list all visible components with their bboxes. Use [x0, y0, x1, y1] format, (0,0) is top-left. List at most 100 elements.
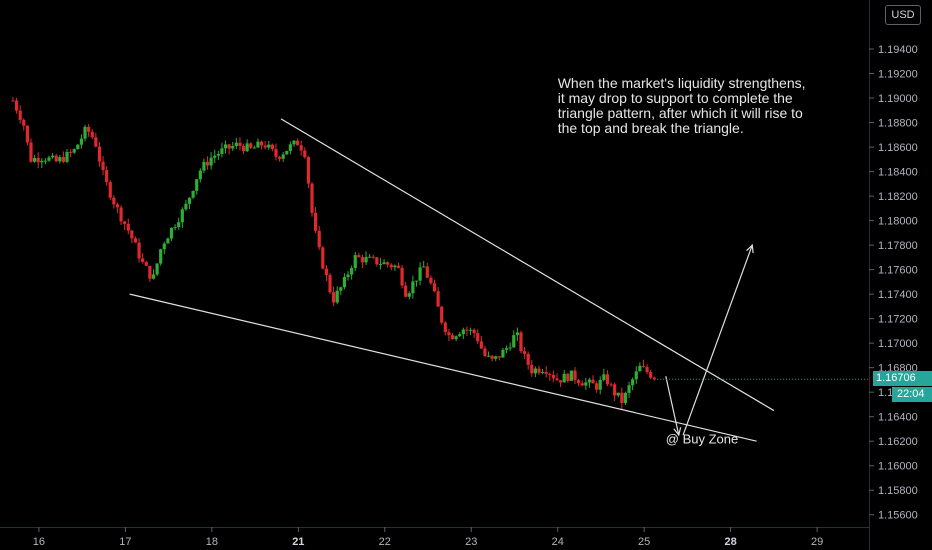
candle-body [310, 183, 314, 213]
candle-body [263, 145, 267, 148]
candle-body [119, 207, 123, 222]
candle-body [393, 265, 397, 268]
candle-body [238, 142, 242, 146]
candle-body [101, 161, 105, 171]
candle-body [584, 382, 588, 386]
candle-body [443, 322, 447, 333]
candle-body [360, 257, 365, 263]
candle-body [123, 221, 127, 224]
annotation-line: triangle pattern, after which it will ri… [558, 105, 803, 121]
candle-body [346, 274, 350, 278]
candle-body [389, 264, 393, 268]
candle-body [72, 149, 76, 153]
candle-body [533, 368, 537, 374]
price-tick-label: 1.17000 [878, 338, 918, 350]
candle-body [411, 281, 415, 294]
candle-body [43, 160, 47, 162]
candle-body [404, 285, 408, 297]
candle-body [285, 150, 289, 155]
candle-body [382, 262, 386, 265]
candle-body [97, 146, 102, 162]
candle-body [609, 384, 613, 386]
candle-body [472, 329, 476, 334]
candle-body [216, 154, 220, 156]
candle-body [295, 140, 300, 146]
candle-body [634, 371, 638, 380]
candle-body [180, 209, 184, 223]
candle-body [652, 377, 656, 380]
candle-body [321, 247, 325, 269]
candle-body [558, 380, 563, 383]
candle-body [213, 155, 217, 158]
candle-body [162, 243, 166, 250]
candle-body [504, 348, 509, 350]
price-tick-label: 1.18400 [878, 167, 918, 179]
currency-button[interactable]: USD [885, 5, 921, 25]
candle-body [548, 373, 552, 375]
candle-body [332, 292, 336, 303]
drawings-group [129, 118, 869, 442]
candle-body [461, 329, 465, 335]
candle-body [14, 100, 19, 111]
price-tick-label: 1.15800 [878, 485, 918, 497]
candle-body [569, 370, 574, 381]
candle-body [649, 372, 653, 378]
price-tick-label: 1.17400 [878, 289, 918, 301]
candle-body [623, 392, 628, 403]
candle-body [396, 265, 401, 268]
candle-body [425, 266, 429, 278]
candle-body [508, 347, 512, 349]
time-tick-label: 24 [552, 536, 564, 548]
candle-body [595, 383, 599, 390]
candle-body [241, 145, 246, 152]
candle-body [105, 170, 109, 183]
candle-body [537, 368, 541, 373]
candle-body [155, 263, 159, 275]
candle-body [11, 100, 15, 102]
time-tick-label: 22 [379, 536, 391, 548]
trendline [280, 118, 775, 412]
candle-body [303, 150, 307, 158]
candle-body [51, 155, 55, 158]
price-tick-label: 1.16400 [878, 412, 918, 424]
candle-body [540, 372, 545, 374]
candle-body [407, 293, 411, 297]
candle-body [144, 261, 148, 266]
candle-body [598, 379, 602, 390]
price-axis[interactable]: 1.19400 1.19200 1.19000 1.18800 1.18600 1.184… [869, 44, 918, 522]
price-tick-label: 1.18200 [878, 191, 918, 203]
candle-body [616, 392, 620, 396]
candle-body [432, 283, 437, 292]
time-axis[interactable]: 16 17 18 21 22 23 24 25 28 29 [33, 527, 823, 548]
candle-body [281, 154, 285, 159]
candle-body [522, 351, 527, 354]
candle-body [87, 126, 91, 132]
candle-body [22, 119, 26, 126]
candle-body [486, 355, 491, 357]
candle-body [577, 380, 581, 384]
candle-body [259, 141, 264, 146]
candle-body [79, 138, 84, 145]
candle-body [177, 222, 181, 228]
candle-body [220, 148, 224, 155]
candle-body [252, 147, 256, 149]
candle-body [497, 356, 501, 358]
candle-body [324, 268, 329, 276]
candle-body [209, 157, 213, 166]
candle-body [76, 144, 80, 150]
candle-body [440, 306, 444, 323]
price-tick-label: 1.18000 [878, 216, 918, 228]
candle-body [530, 364, 534, 374]
time-tick-label: 28 [725, 536, 737, 548]
buy-zone-label: @ Buy Zone [666, 432, 738, 447]
candle-body [645, 366, 649, 373]
candle-body [249, 143, 253, 148]
candle-body [245, 143, 249, 152]
candle-body [638, 365, 642, 372]
candle-body [512, 335, 516, 348]
candle-body [317, 230, 321, 248]
candle-body [58, 157, 62, 162]
arrow-head [746, 243, 754, 254]
arrow-shaft [665, 376, 680, 436]
